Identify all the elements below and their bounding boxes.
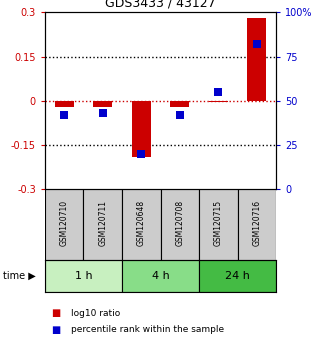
Text: GSM120716: GSM120716: [252, 200, 261, 246]
Point: [100, 110, 105, 116]
Text: 24 h: 24 h: [225, 271, 250, 281]
Text: 4 h: 4 h: [152, 271, 169, 281]
Bar: [45, 189, 83, 260]
Text: GSM120710: GSM120710: [60, 200, 69, 246]
Text: log10 ratio: log10 ratio: [71, 309, 120, 318]
Point: [216, 89, 221, 95]
Bar: [122, 260, 199, 292]
Bar: [45, 260, 122, 292]
Title: GDS3433 / 43127: GDS3433 / 43127: [105, 0, 216, 10]
Text: ■: ■: [51, 308, 61, 318]
Text: 1 h: 1 h: [75, 271, 92, 281]
Bar: [247, 18, 266, 101]
Point: [254, 41, 259, 47]
Text: percentile rank within the sample: percentile rank within the sample: [71, 325, 224, 335]
Bar: [55, 101, 74, 107]
Bar: [122, 189, 160, 260]
Bar: [209, 101, 228, 102]
Text: GSM120648: GSM120648: [137, 200, 146, 246]
Bar: [199, 189, 238, 260]
Text: GSM120715: GSM120715: [214, 200, 223, 246]
Bar: [83, 189, 122, 260]
Point: [177, 112, 182, 118]
Bar: [160, 189, 199, 260]
Text: GSM120711: GSM120711: [98, 200, 107, 246]
Point: [139, 151, 144, 157]
Bar: [238, 189, 276, 260]
Text: time ▶: time ▶: [3, 271, 36, 281]
Bar: [132, 101, 151, 157]
Bar: [199, 260, 276, 292]
Bar: [93, 101, 112, 107]
Bar: [170, 101, 189, 107]
Text: ■: ■: [51, 325, 61, 335]
Text: GSM120708: GSM120708: [175, 200, 184, 246]
Point: [62, 112, 67, 118]
